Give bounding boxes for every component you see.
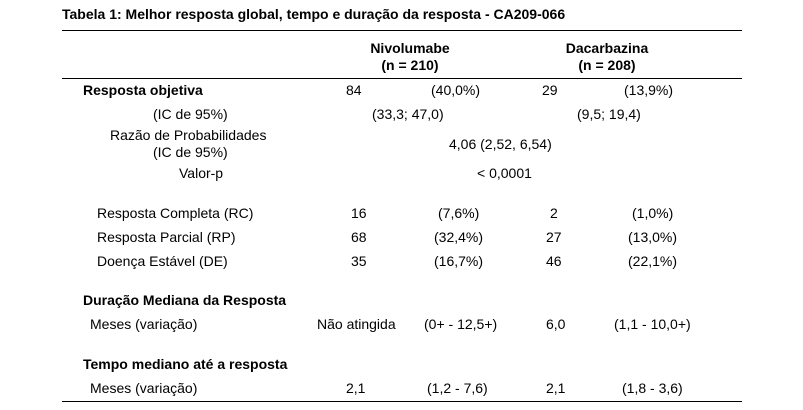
response-nivo-n: 68 [351,229,367,245]
response-dacar-n: 2 [550,205,558,221]
objective-nivo-pct: (40,0%) [431,82,481,98]
time-to-response-row-label: Meses (variação) [90,380,198,396]
bottom-rule [62,401,742,402]
response-nivo-pct: (7,6%) [438,205,480,221]
objective-dacar-n: 29 [542,82,558,98]
top-rule [62,30,742,31]
time-to-response-label: Tempo mediano até a resposta [83,356,288,372]
time-to-response-dacar-range: (1,8 - 3,6) [622,380,683,396]
nivolumab-header: Nivolumabe [370,40,450,56]
p-value-label: Valor-p [179,165,224,181]
ci-label: (IC de 95%) [153,106,228,122]
duration-label: Duração Mediana da Resposta [83,292,287,308]
response-nivo-n: 16 [351,205,367,221]
response-label: Doença Estável (DE) [97,253,228,269]
response-row: Resposta Completa (RC) 16 (7,6%) 2 (1,0%… [0,205,803,223]
response-row: Resposta Parcial (RP) 68 (32,4%) 27 (13,… [0,229,803,247]
objective-nivo-ci: (33,3; 47,0) [372,106,444,122]
duration-nivo-value: Não atingida [317,316,396,332]
time-to-response-nivo-value: 2,1 [346,380,366,396]
duration-dacar-range: (1,1 - 10,0+) [614,316,691,332]
objective-dacar-ci: (9,5; 19,4) [577,106,641,122]
duration-row-label: Meses (variação) [90,316,198,332]
header-rule [62,78,742,79]
duration-dacar-value: 6,0 [546,316,566,332]
response-nivo-pct: (32,4%) [434,229,484,245]
time-to-response-nivo-range: (1,2 - 7,6) [427,380,488,396]
response-dacar-pct: (1,0%) [632,205,674,221]
objective-response-label: Resposta objetiva [83,82,203,98]
p-value: < 0,0001 [477,165,532,181]
response-nivo-n: 35 [351,253,367,269]
objective-dacar-pct: (13,9%) [624,82,674,98]
dacarbazine-n: (n = 208) [578,57,636,73]
duration-nivo-range: (0+ - 12,5+) [424,316,498,332]
response-dacar-n: 46 [546,253,562,269]
response-dacar-pct: (13,0%) [628,229,678,245]
time-to-response-dacar-value: 2,1 [546,380,566,396]
dacarbazine-header: Dacarbazina [565,40,649,56]
table-caption: Tabela 1: Melhor resposta global, tempo … [62,6,566,22]
nivolumab-n: (n = 210) [381,57,439,73]
response-dacar-n: 27 [546,229,562,245]
objective-nivo-n: 84 [346,82,362,98]
odds-ratio-ci-label: (IC de 95%) [153,144,228,160]
odds-ratio-value: 4,06 (2,52, 6,54) [449,136,552,152]
response-dacar-pct: (22,1%) [628,253,678,269]
response-row: Doença Estável (DE) 35 (16,7%) 46 (22,1%… [0,253,803,271]
response-label: Resposta Parcial (RP) [97,229,236,245]
response-label: Resposta Completa (RC) [97,205,254,221]
response-nivo-pct: (16,7%) [434,253,484,269]
odds-ratio-label: Razão de Probabilidades [110,127,267,143]
